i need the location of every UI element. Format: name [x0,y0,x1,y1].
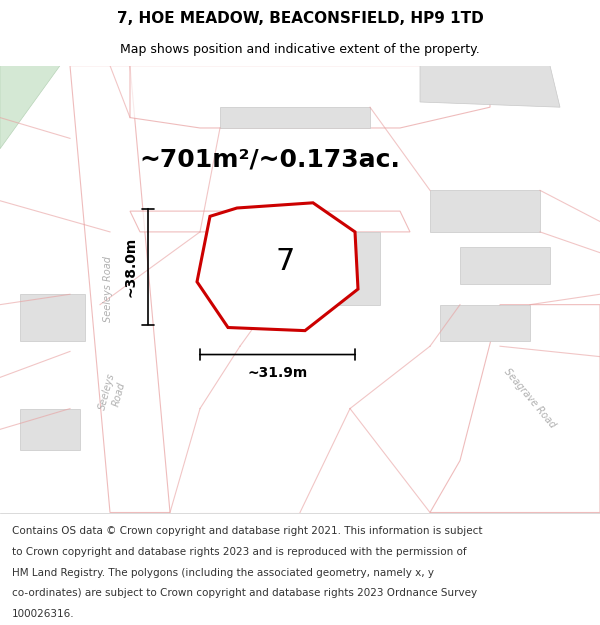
Text: ~701m²/~0.173ac.: ~701m²/~0.173ac. [140,147,400,171]
Polygon shape [197,202,358,331]
Polygon shape [430,304,600,512]
Polygon shape [20,294,85,341]
Text: Map shows position and indicative extent of the property.: Map shows position and indicative extent… [120,42,480,56]
Text: Contains OS data © Crown copyright and database right 2021. This information is : Contains OS data © Crown copyright and d… [12,526,482,536]
Polygon shape [440,304,530,341]
Text: HM Land Registry. The polygons (including the associated geometry, namely x, y: HM Land Registry. The polygons (includin… [12,568,434,578]
Text: to Crown copyright and database rights 2023 and is reproduced with the permissio: to Crown copyright and database rights 2… [12,547,467,557]
Polygon shape [0,66,60,149]
Polygon shape [430,191,540,232]
Text: ~38.0m: ~38.0m [123,237,137,297]
Polygon shape [130,211,410,232]
Polygon shape [270,232,380,304]
Text: 7: 7 [275,246,295,276]
Polygon shape [220,107,370,128]
Text: Hoe Mea…: Hoe Mea… [244,213,296,226]
Polygon shape [20,409,80,450]
Polygon shape [460,248,550,284]
Text: Seagrave Road: Seagrave Road [502,366,558,430]
Text: Seeleys Road: Seeleys Road [103,256,113,322]
Text: Seeleys
Road: Seeleys Road [98,372,128,414]
Text: 100026316.: 100026316. [12,609,74,619]
Polygon shape [70,66,170,512]
Polygon shape [420,66,560,108]
Polygon shape [130,66,490,128]
Text: co-ordinates) are subject to Crown copyright and database rights 2023 Ordnance S: co-ordinates) are subject to Crown copyr… [12,589,477,599]
Text: ~31.9m: ~31.9m [247,366,308,380]
Text: 7, HOE MEADOW, BEACONSFIELD, HP9 1TD: 7, HOE MEADOW, BEACONSFIELD, HP9 1TD [116,11,484,26]
